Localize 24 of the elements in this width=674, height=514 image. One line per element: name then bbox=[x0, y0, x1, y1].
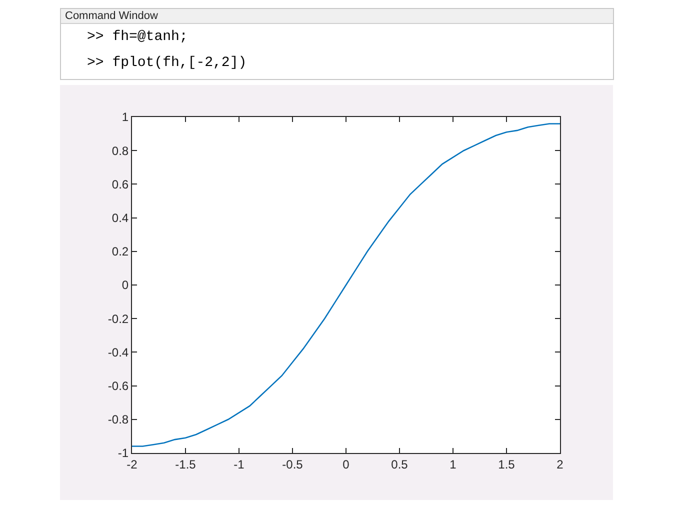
x-tick-label: -1.5 bbox=[175, 457, 196, 472]
y-tick-label: 1 bbox=[122, 110, 129, 124]
y-tick-label: -0.4 bbox=[108, 345, 129, 360]
y-tick-label: 0.6 bbox=[112, 177, 129, 192]
y-tick-label: 0.8 bbox=[112, 144, 129, 158]
text: >> fh=@tanh; bbox=[86, 28, 189, 47]
y-tick-label: -1 bbox=[118, 446, 129, 460]
x-tick-label: 0.5 bbox=[391, 457, 408, 472]
x-tick-label: -0.5 bbox=[282, 457, 304, 472]
line-series bbox=[132, 123, 560, 447]
x-tick-label: -1 bbox=[234, 457, 245, 472]
y-tick-label: -0.8 bbox=[108, 412, 129, 427]
y-tick-label: 0.2 bbox=[112, 244, 129, 259]
y-tick-label: 0 bbox=[122, 278, 129, 292]
y-tick-label: 0.4 bbox=[112, 211, 129, 225]
text: >> fplot(fh,[-2,2]) bbox=[86, 54, 248, 73]
x-tick-label: 0 bbox=[342, 457, 350, 472]
y-tick-label: -0.6 bbox=[108, 379, 129, 393]
y-tick-label: -0.2 bbox=[108, 312, 129, 326]
x-tick-label: -2 bbox=[126, 457, 138, 472]
x-tick-label: 1 bbox=[450, 457, 457, 472]
x-tick-label: 1.5 bbox=[498, 457, 516, 472]
text: Command Window bbox=[61, 9, 613, 24]
x-tick-label: 2 bbox=[556, 457, 564, 472]
